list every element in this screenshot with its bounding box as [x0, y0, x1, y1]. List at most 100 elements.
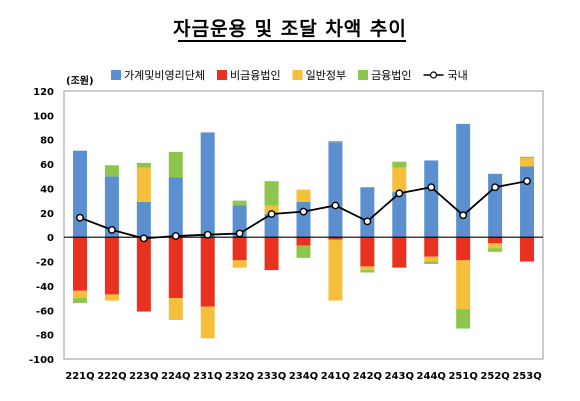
x-tick-label: 244Q	[417, 371, 446, 382]
line-point	[76, 213, 84, 222]
bar-segment	[200, 132, 215, 238]
line-point	[203, 230, 212, 239]
y-tick-label: -20	[36, 258, 54, 269]
bar-segment	[168, 237, 183, 299]
bar-segment	[72, 298, 87, 303]
y-tick-label: 100	[33, 111, 54, 122]
bar-segment	[392, 167, 407, 193]
bar-segment	[136, 201, 151, 238]
bar-segment	[392, 237, 407, 268]
line-point	[331, 201, 340, 210]
bar-segment	[200, 237, 215, 307]
legend-label: 금융법인	[371, 69, 411, 82]
bar-segment	[488, 237, 503, 244]
bar-segment	[232, 237, 247, 261]
x-tick-label: 253Q	[512, 371, 541, 382]
bar-segment	[360, 266, 375, 271]
x-tick-label: 221Q	[65, 371, 94, 382]
bar-segment	[392, 161, 407, 168]
bar-segment	[168, 151, 183, 178]
bar-segment	[232, 205, 247, 238]
bar-segment	[424, 256, 439, 262]
legend-swatch	[111, 70, 121, 80]
bar-segment	[424, 261, 439, 264]
bar-segment	[264, 181, 279, 206]
x-tick-label: 234Q	[289, 371, 318, 382]
bar-segment	[520, 166, 535, 238]
bar-segment	[72, 150, 87, 238]
line-point	[395, 189, 404, 198]
y-tick-label: 40	[40, 184, 54, 195]
y-tick-label: -100	[29, 355, 54, 366]
bar-segment	[104, 237, 119, 295]
bar-segment	[360, 237, 375, 267]
line-point	[363, 217, 372, 226]
bar-segment	[104, 176, 119, 238]
bar-segment	[296, 189, 311, 202]
line-point	[267, 210, 276, 218]
bar-segment	[296, 245, 311, 258]
bar-segment	[456, 309, 471, 329]
x-tick-label: 241Q	[321, 371, 350, 382]
line-point	[108, 225, 116, 234]
bar-segment	[136, 237, 151, 312]
legend-swatch	[292, 70, 303, 80]
legend-label: 비금융법인	[230, 69, 281, 82]
chart-title: 자금운용 및 조달 차액 추이	[173, 18, 407, 40]
x-tick-label: 231Q	[193, 371, 222, 382]
bar-segment	[232, 200, 247, 206]
bar-segment	[136, 167, 151, 202]
bar-segment	[136, 162, 151, 168]
legend-label: 가계및비영리단체	[124, 69, 205, 82]
x-tick-label: 243Q	[385, 371, 414, 382]
bar-segment	[424, 160, 439, 238]
line-point	[523, 177, 531, 186]
line-point	[139, 234, 148, 243]
bar-segment	[488, 248, 503, 252]
bar-segment	[360, 270, 375, 273]
bar-segment	[232, 260, 247, 268]
bar-segment	[264, 205, 279, 215]
bar-segment	[104, 294, 119, 301]
x-tick-label: 252Q	[480, 371, 509, 382]
bar-segment	[456, 123, 471, 238]
x-tick-label: 233Q	[257, 371, 286, 382]
plot-area	[63, 90, 544, 360]
line-point	[299, 207, 308, 216]
bar-segment	[520, 156, 535, 158]
bar-segment	[328, 142, 343, 238]
legend-label: 국내	[448, 69, 468, 82]
bar-segment	[456, 260, 471, 310]
y-tick-label: 120	[33, 87, 54, 98]
y-tick-label: -80	[36, 331, 54, 342]
bar-segment	[264, 214, 279, 238]
legend-swatch	[358, 70, 369, 80]
y-tick-label: 20	[40, 209, 54, 220]
line-point	[491, 183, 499, 192]
legend-label: 일반정부	[306, 68, 346, 82]
y-tick-label: -40	[36, 282, 54, 293]
line-point	[459, 211, 468, 220]
bar-segment	[168, 177, 183, 238]
bar-segment	[264, 237, 279, 271]
y-tick-label: 60	[40, 160, 54, 171]
bar-segment	[296, 201, 311, 238]
bar-segment	[360, 187, 375, 238]
y-tick-label: 0	[47, 233, 54, 244]
line-point	[235, 229, 244, 238]
x-tick-label: 223Q	[129, 371, 158, 382]
x-tick-label: 251Q	[448, 371, 477, 382]
bar-segment	[520, 158, 535, 167]
y-tick-label: -60	[36, 306, 54, 317]
bar-segment	[168, 298, 183, 321]
x-tick-label: 242Q	[353, 371, 382, 382]
bar-segment	[104, 165, 119, 177]
x-tick-label: 222Q	[97, 371, 126, 382]
bar-segment	[392, 192, 407, 238]
bar-segment	[520, 237, 535, 262]
bar-segment	[456, 237, 471, 261]
title-underline	[178, 40, 406, 42]
legend-swatch	[216, 70, 227, 80]
